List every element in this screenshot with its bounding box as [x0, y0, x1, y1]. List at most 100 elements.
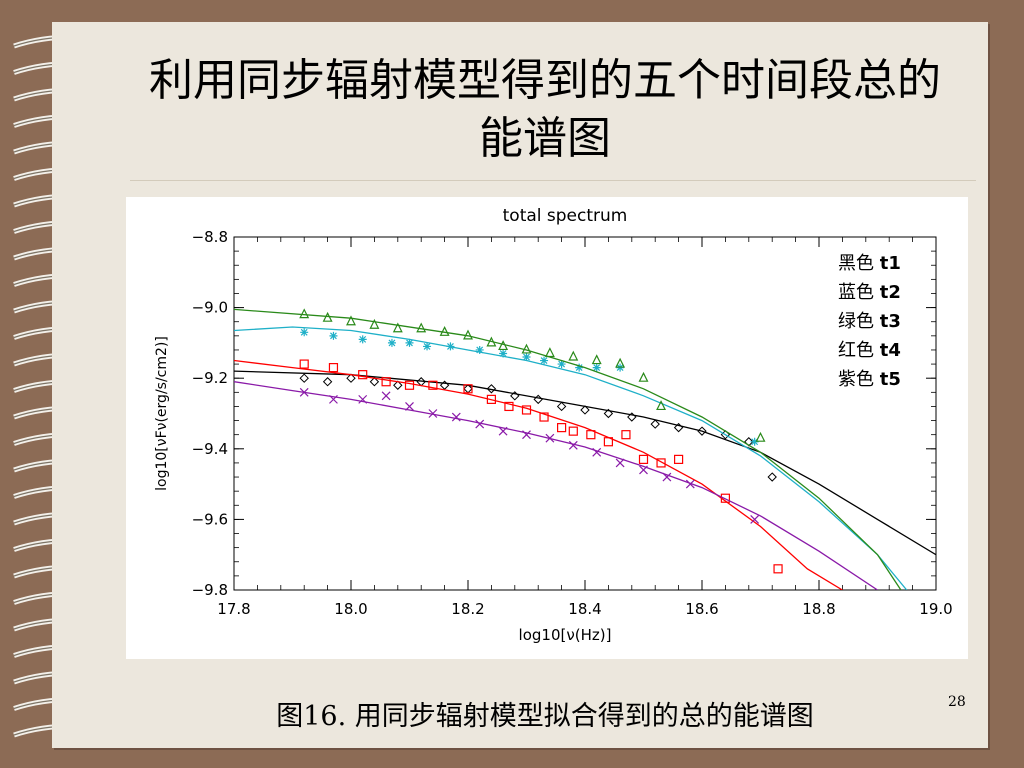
data-point [299, 359, 309, 369]
data-point [638, 454, 649, 464]
data-point [591, 354, 602, 365]
data-point [697, 426, 707, 436]
data-point [767, 472, 777, 482]
data-point [638, 371, 649, 382]
data-point [299, 308, 310, 319]
data-point [499, 349, 508, 358]
data-point [521, 405, 532, 415]
data-point [533, 394, 543, 405]
data-point [673, 422, 684, 433]
data-point [393, 380, 403, 390]
data-point [504, 401, 514, 412]
figure-caption: 图16. 用同步辐射模型拟合得到的总的能谱图 [276, 701, 814, 732]
data-point [662, 472, 672, 482]
y-tick-label: −9.8 [192, 581, 228, 599]
data-point [627, 412, 637, 422]
data-point [446, 342, 455, 351]
data-point [381, 377, 391, 387]
data-point [540, 356, 549, 365]
data-point [656, 458, 666, 468]
data-point [369, 377, 380, 387]
legend-color-name: 紫色 [838, 369, 880, 390]
data-point [428, 409, 438, 418]
page-number: 28 [948, 694, 966, 710]
data-point [755, 431, 766, 442]
data-point [423, 342, 432, 351]
data-point [545, 433, 555, 443]
data-point [416, 322, 427, 333]
data-point [475, 345, 484, 354]
data-point [404, 380, 415, 390]
x-tick-label: 18.8 [802, 600, 835, 618]
data-point [521, 343, 532, 354]
y-tick-label: −9.4 [192, 440, 228, 458]
x-tick-label: 18.4 [568, 600, 601, 618]
y-axis-label: log10[νFν(erg/s/cm2)] [154, 336, 170, 491]
data-point [586, 430, 596, 440]
fit-line-t4 [234, 359, 843, 590]
data-point [463, 329, 473, 340]
data-point [685, 479, 695, 489]
data-point [720, 493, 731, 503]
data-point [750, 437, 759, 446]
legend-color-name: 黑色 [838, 253, 880, 274]
x-tick-label: 18.0 [334, 600, 367, 618]
series-t5 [234, 381, 878, 590]
x-axis-label: log10[ν(Hz)] [519, 626, 612, 644]
legend-entry: 黑色 t1 [838, 253, 901, 274]
data-point [568, 350, 579, 361]
data-point [322, 377, 333, 387]
data-point [639, 465, 648, 475]
data-point [603, 437, 613, 447]
slide-title: 利用同步辐射模型得到的五个时间段总的能谱图 [149, 55, 941, 164]
data-point [621, 430, 631, 440]
data-point [656, 400, 667, 411]
data-point [486, 394, 496, 404]
data-point [328, 363, 339, 373]
legend-tag: t1 [880, 253, 901, 274]
y-tick-label: −9.0 [192, 299, 228, 317]
legend-entry: 红色 t4 [838, 340, 901, 361]
data-point [498, 426, 508, 436]
data-point [650, 419, 660, 429]
data-point [299, 387, 309, 397]
data-point [773, 564, 783, 574]
data-point [392, 322, 403, 333]
legend-entry: 紫色 t5 [838, 369, 901, 390]
data-point [346, 373, 356, 383]
data-point [329, 331, 338, 340]
data-point [615, 458, 625, 468]
data-point [329, 394, 338, 404]
y-tick-label: −8.8 [192, 228, 228, 246]
data-point [498, 340, 509, 351]
fit-line-t1 [234, 370, 936, 556]
data-point [387, 338, 396, 347]
data-point [358, 394, 368, 404]
data-point [300, 328, 309, 337]
data-point [405, 338, 414, 347]
data-point [428, 380, 438, 390]
fit-line-t3 [234, 308, 902, 590]
chart-panel: total spectrum 17.8 18.0 18.2 18.4 18.6 18.8 19… [126, 197, 968, 659]
data-point [522, 430, 531, 440]
x-tick-label: 18.2 [451, 600, 484, 618]
data-point [575, 363, 584, 372]
data-point [451, 412, 461, 422]
title-divider [130, 180, 976, 181]
spectrum-chart: total spectrum 17.8 18.0 18.2 18.4 18.6 18.8 19… [154, 206, 953, 644]
data-point [544, 347, 555, 358]
legend-entry: 绿色 t3 [838, 311, 901, 332]
data-point [615, 357, 626, 368]
data-point [603, 408, 614, 419]
data-point [463, 384, 473, 394]
data-point [592, 447, 602, 457]
data-point [369, 318, 380, 329]
series-t1 [234, 370, 936, 556]
legend-color-name: 绿色 [838, 311, 880, 332]
legend-entry: 蓝色 t2 [838, 282, 901, 303]
data-point [405, 402, 414, 411]
x-tick-label: 17.8 [217, 600, 250, 618]
legend: 黑色 t1 蓝色 t2 绿色 t3 红色 t4 紫色 t5 [838, 253, 901, 390]
data-point [539, 412, 549, 422]
fit-line-t5 [234, 381, 878, 590]
